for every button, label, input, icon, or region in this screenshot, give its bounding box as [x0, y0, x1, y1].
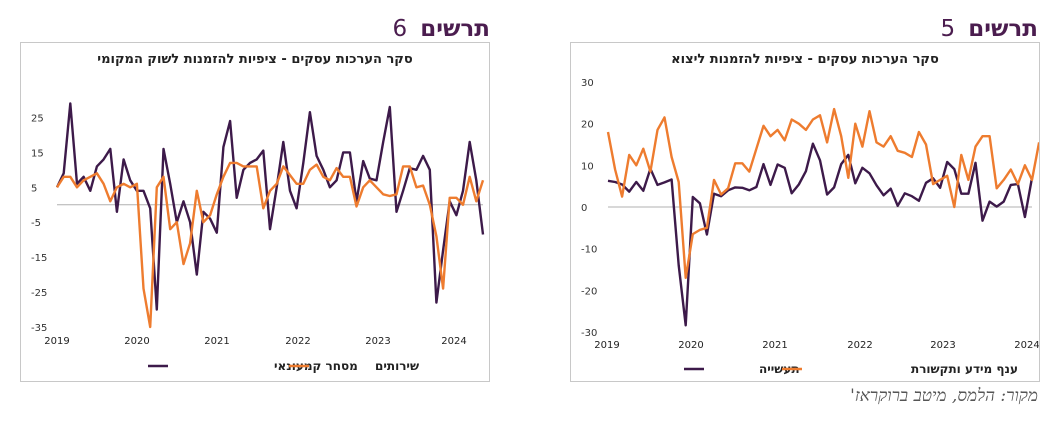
legend-label-1: תעשייה: [759, 362, 800, 376]
legend-label-2: ענף מידע ותקשורת: [911, 362, 1018, 376]
y-tick-label: 20: [581, 120, 594, 131]
figure-heading-number: 6: [392, 16, 408, 42]
y-tick-label: 0: [581, 203, 587, 214]
y-tick-label: -25: [31, 288, 47, 299]
figure-heading-word: תרשים: [420, 16, 490, 42]
legend-label-2: שירותים: [375, 359, 419, 373]
chart-export-orders: סקר הערכות עסקים - ציפיות להזמנות ליצוא 3…: [581, 52, 1039, 376]
series-line-2: [55, 161, 485, 329]
y-tick-label: -5: [31, 218, 41, 229]
x-tick-label: 2020: [124, 336, 149, 347]
x-tick-label: 2022: [285, 336, 310, 347]
x-tick-label: 2021: [762, 340, 787, 351]
series-line-2: [606, 107, 1039, 280]
series-line-1: [55, 102, 485, 311]
y-tick-label: -15: [31, 253, 47, 264]
chart-title: סקר הערכות עסקים - ציפיות להזמנות לשוק ה…: [97, 52, 413, 67]
x-tick-label: 2023: [365, 336, 390, 347]
y-tick-label: 30: [581, 78, 594, 89]
y-tick-label: -10: [581, 245, 597, 256]
y-tick-label: -35: [31, 323, 47, 334]
series-line-1: [607, 142, 1034, 327]
x-tick-label: 2020: [678, 340, 703, 351]
figure-heading-number: 5: [940, 16, 956, 42]
y-tick-label: -20: [581, 286, 597, 297]
y-tick-label: 5: [31, 183, 37, 194]
figure-heading-left: תרשים 6: [392, 16, 490, 42]
y-tick-label: -30: [581, 328, 597, 339]
legend-label-1: מסחר קמעונאי: [274, 359, 358, 373]
x-tick-label: 2019: [594, 340, 619, 351]
x-tick-label: 2024: [441, 336, 466, 347]
x-tick-label: 2022: [847, 340, 872, 351]
y-tick-label: 10: [581, 161, 594, 172]
x-tick-label: 2024: [1014, 340, 1039, 351]
chart-title: סקר הערכות עסקים - ציפיות להזמנות ליצוא: [671, 52, 939, 67]
x-tick-label: 2023: [930, 340, 955, 351]
y-tick-label: 15: [31, 148, 44, 159]
x-tick-label: 2019: [44, 336, 69, 347]
chart-domestic-orders: סקר הערכות עסקים - ציפיות להזמנות לשוק ה…: [31, 52, 485, 373]
x-tick-label: 2021: [204, 336, 229, 347]
chart-panel-domestic-orders: סקר הערכות עסקים - ציפיות להזמנות לשוק ה…: [20, 42, 490, 382]
chart-panel-export-orders: סקר הערכות עסקים - ציפיות להזמנות ליצוא 3…: [570, 42, 1040, 382]
figure-heading-word: תרשים: [968, 16, 1038, 42]
source-note: מקור: הלמס, מיטב ברוקראז': [850, 386, 1038, 406]
y-tick-label: 25: [31, 113, 44, 124]
figure-heading-right: תרשים 5: [940, 16, 1038, 42]
